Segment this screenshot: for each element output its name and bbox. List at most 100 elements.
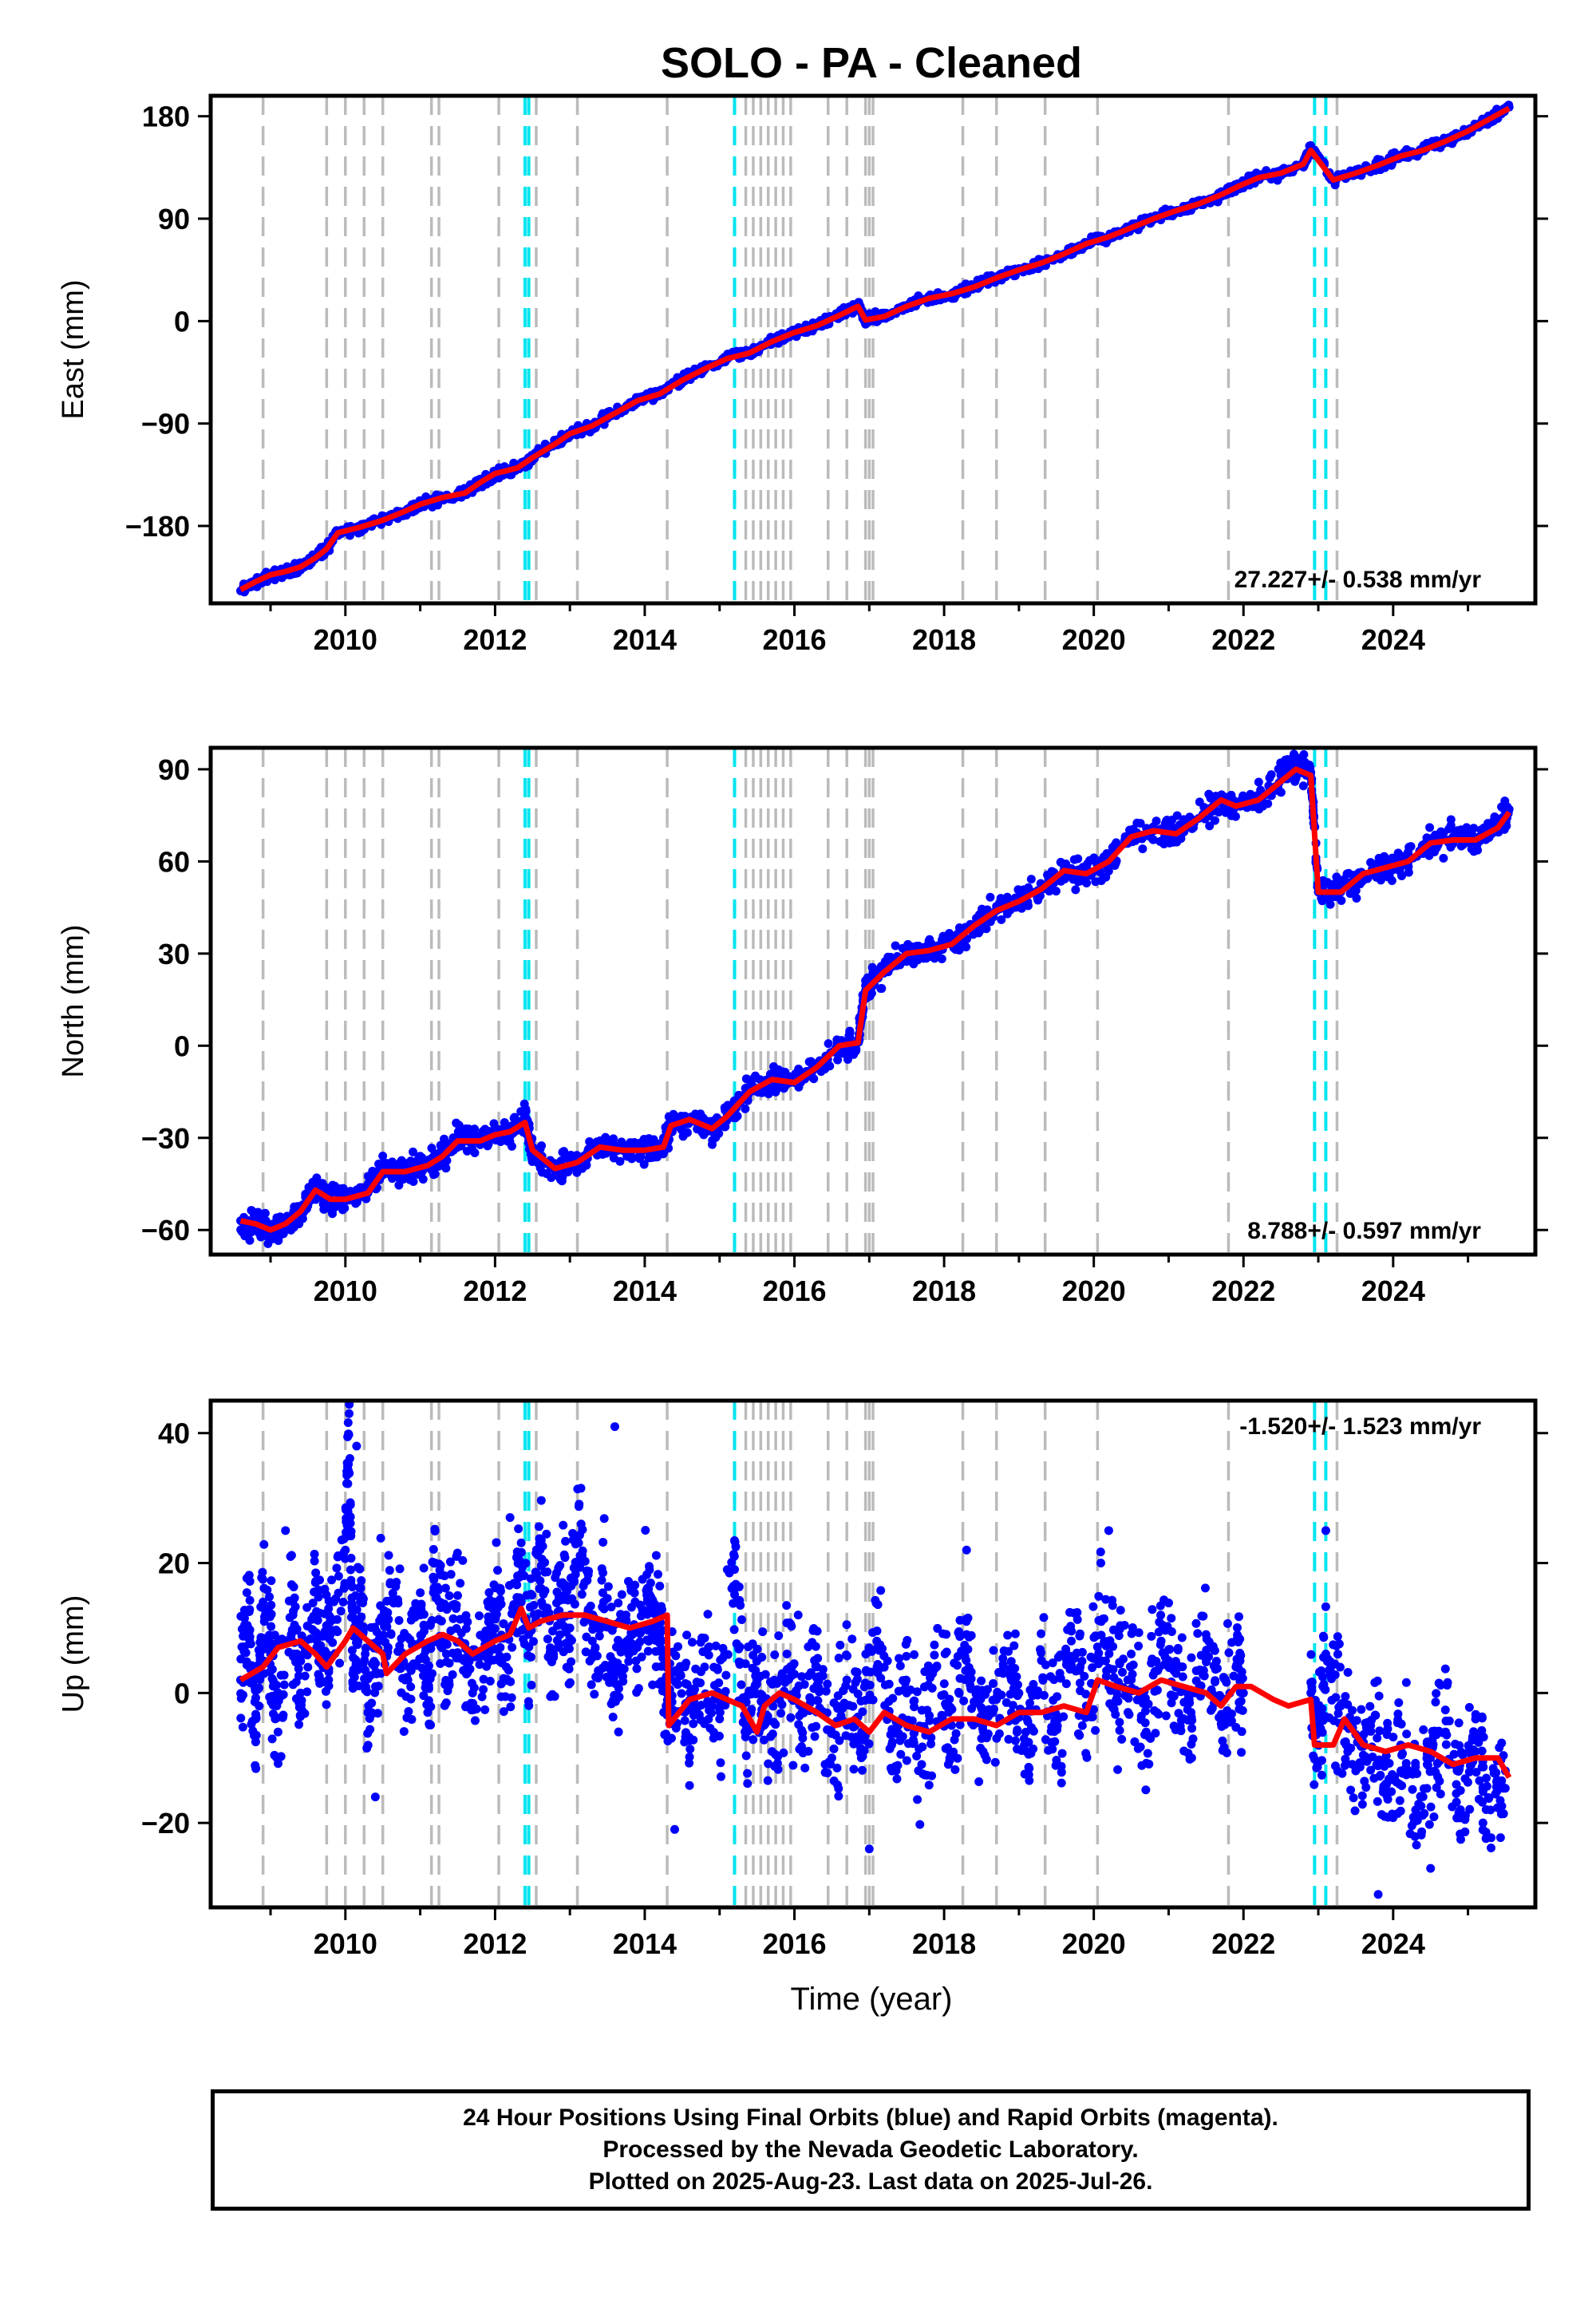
data-point bbox=[302, 1687, 312, 1697]
data-point bbox=[547, 1690, 557, 1699]
data-point bbox=[729, 1565, 739, 1575]
data-point bbox=[1083, 860, 1092, 869]
data-point bbox=[735, 1595, 745, 1605]
data-point bbox=[559, 1520, 568, 1530]
data-point bbox=[496, 1595, 505, 1604]
data-point bbox=[485, 1676, 495, 1686]
data-point bbox=[716, 1758, 725, 1768]
data-point bbox=[598, 1568, 608, 1578]
data-point bbox=[402, 1673, 412, 1682]
data-point bbox=[314, 1592, 323, 1602]
data-point bbox=[1195, 797, 1204, 807]
data-point bbox=[376, 1601, 385, 1611]
data-point bbox=[538, 1541, 547, 1551]
x-tick-label: 2012 bbox=[463, 1275, 527, 1307]
data-point bbox=[373, 1709, 382, 1718]
data-point bbox=[376, 1533, 385, 1543]
data-point bbox=[327, 1575, 337, 1585]
data-point bbox=[681, 1658, 691, 1668]
data-point bbox=[442, 1639, 452, 1649]
data-point bbox=[845, 1026, 855, 1036]
data-point bbox=[276, 1670, 286, 1680]
data-point bbox=[445, 1557, 455, 1567]
data-point bbox=[997, 915, 1006, 924]
data-point bbox=[1254, 777, 1263, 787]
data-point bbox=[1265, 773, 1274, 783]
y-tick-label: 30 bbox=[158, 938, 190, 970]
data-point bbox=[986, 892, 995, 902]
data-point bbox=[599, 1514, 609, 1524]
data-point bbox=[343, 1432, 353, 1441]
data-point bbox=[433, 1583, 442, 1592]
data-point bbox=[267, 1600, 276, 1610]
data-point bbox=[496, 1692, 506, 1701]
data-point bbox=[824, 1039, 833, 1049]
data-point bbox=[658, 1678, 667, 1688]
data-point bbox=[718, 1654, 728, 1663]
data-point bbox=[526, 1590, 535, 1599]
data-point bbox=[506, 1677, 516, 1686]
data-point bbox=[363, 1172, 373, 1181]
data-point bbox=[590, 1690, 599, 1699]
data-point bbox=[384, 1551, 393, 1560]
data-point bbox=[1446, 815, 1456, 824]
data-point bbox=[238, 1722, 247, 1732]
y-tick-label: 0 bbox=[174, 305, 190, 338]
data-point bbox=[502, 1652, 512, 1662]
data-point bbox=[677, 1689, 686, 1698]
y-tick-label: 0 bbox=[174, 1030, 190, 1062]
data-point bbox=[516, 1597, 526, 1607]
data-point bbox=[288, 1680, 298, 1690]
data-point bbox=[335, 1658, 345, 1668]
data-point bbox=[267, 1622, 276, 1631]
data-point bbox=[716, 1772, 725, 1781]
data-point bbox=[341, 1545, 350, 1555]
data-point bbox=[406, 1694, 416, 1704]
data-point bbox=[1026, 875, 1036, 884]
data-point bbox=[507, 1693, 516, 1702]
data-point bbox=[477, 1692, 487, 1701]
data-point bbox=[743, 1769, 753, 1778]
x-tick-label: 2010 bbox=[314, 1275, 377, 1307]
data-point bbox=[267, 1734, 277, 1744]
data-point bbox=[1211, 816, 1220, 825]
data-point bbox=[290, 1602, 300, 1611]
data-point bbox=[310, 1549, 319, 1559]
data-point bbox=[436, 1570, 445, 1579]
data-point bbox=[452, 1600, 461, 1610]
data-point bbox=[355, 1564, 365, 1574]
data-point bbox=[666, 1733, 676, 1743]
data-point bbox=[696, 1678, 705, 1688]
data-point bbox=[245, 1635, 255, 1645]
data-point bbox=[930, 951, 939, 961]
data-point bbox=[954, 923, 964, 932]
data-point bbox=[1023, 901, 1033, 911]
data-point bbox=[705, 1702, 714, 1712]
east-y-axis-label: East (mm) bbox=[57, 279, 90, 419]
data-point bbox=[540, 1558, 550, 1567]
x-tick-label: 2010 bbox=[314, 623, 377, 656]
x-tick-label: 2020 bbox=[1062, 623, 1126, 656]
data-point bbox=[290, 1620, 299, 1630]
data-point bbox=[715, 1708, 725, 1717]
data-point bbox=[1138, 844, 1148, 854]
data-point bbox=[405, 1175, 415, 1184]
y-tick-label: 180 bbox=[142, 101, 190, 133]
data-point bbox=[1326, 881, 1336, 891]
data-point bbox=[480, 1705, 490, 1714]
data-point bbox=[333, 1627, 342, 1637]
data-point bbox=[259, 1583, 269, 1593]
data-point bbox=[424, 1684, 433, 1694]
data-point bbox=[1298, 781, 1308, 791]
data-point bbox=[328, 1615, 338, 1625]
data-point bbox=[567, 1657, 576, 1666]
data-point bbox=[444, 1680, 454, 1690]
data-point bbox=[527, 1681, 536, 1690]
data-point bbox=[493, 1566, 503, 1575]
data-point bbox=[479, 1685, 488, 1694]
data-point bbox=[468, 1698, 478, 1708]
data-point bbox=[370, 1688, 380, 1697]
